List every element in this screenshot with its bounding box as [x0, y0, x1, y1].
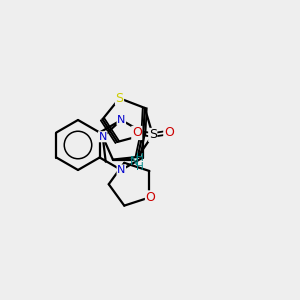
Text: N: N [117, 165, 125, 175]
Text: H: H [136, 162, 144, 172]
Text: N: N [98, 132, 107, 142]
Text: S: S [149, 128, 157, 142]
Text: O: O [164, 127, 174, 140]
Text: S: S [116, 92, 124, 105]
Text: N: N [117, 115, 125, 125]
Text: O: O [146, 191, 155, 204]
Text: O: O [132, 127, 142, 140]
Text: N: N [130, 155, 138, 168]
Text: H: H [136, 153, 144, 163]
